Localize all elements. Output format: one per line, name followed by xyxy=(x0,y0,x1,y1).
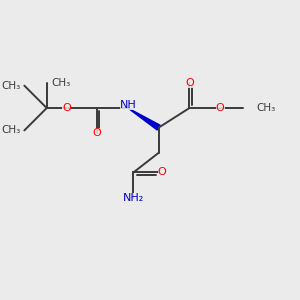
Text: CH₃: CH₃ xyxy=(256,103,276,113)
Text: NH: NH xyxy=(119,100,136,110)
Text: O: O xyxy=(62,103,71,113)
Text: O: O xyxy=(158,167,167,177)
Polygon shape xyxy=(128,108,160,130)
Text: O: O xyxy=(216,103,225,113)
Text: CH₃: CH₃ xyxy=(1,81,20,91)
Text: NH₂: NH₂ xyxy=(123,193,144,202)
Text: O: O xyxy=(185,78,194,88)
Text: CH₃: CH₃ xyxy=(1,125,20,135)
Text: CH₃: CH₃ xyxy=(51,78,70,88)
Text: O: O xyxy=(93,128,101,138)
